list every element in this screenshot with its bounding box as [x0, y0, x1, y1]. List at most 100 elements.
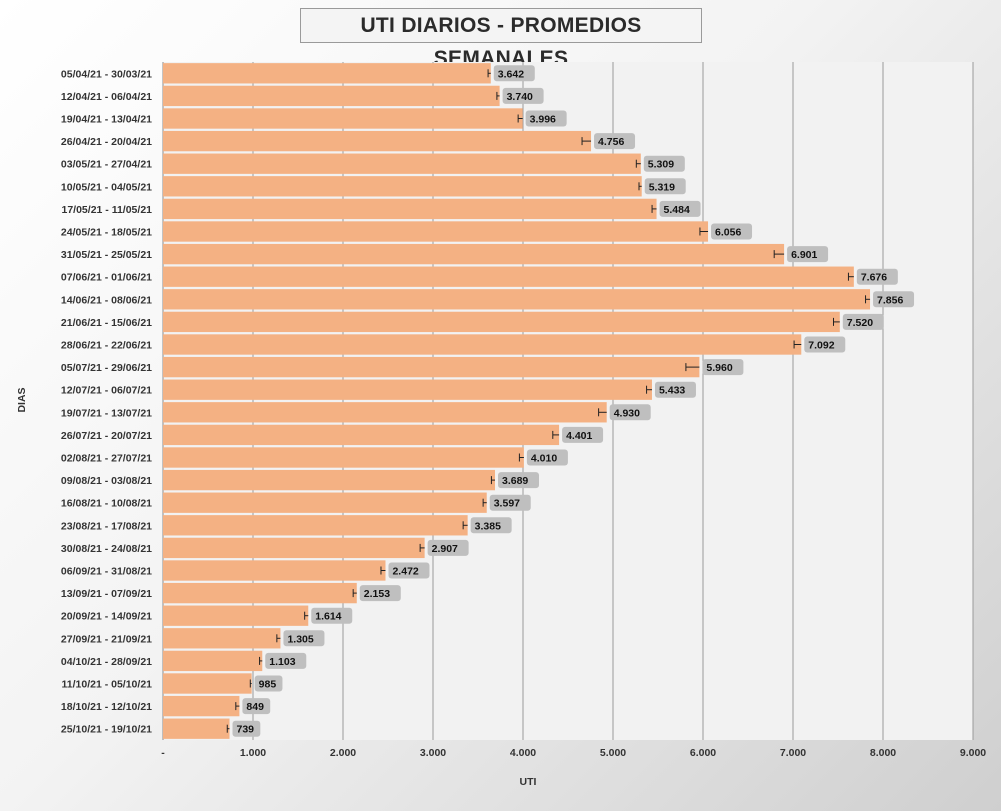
data-label-bg [873, 291, 915, 308]
data-label: 4.401 [566, 430, 592, 442]
y-tick-label: 30/08/21 - 24/08/21 [61, 543, 152, 555]
y-tick-label: 20/09/21 - 14/09/21 [61, 611, 152, 623]
x-axis-title: UTI [520, 776, 537, 788]
bar [163, 289, 871, 310]
data-label: 4.756 [598, 136, 624, 148]
x-tick-label: 7.000 [780, 747, 806, 759]
data-label-bg [804, 336, 846, 353]
data-label-bg [644, 178, 686, 195]
bar [163, 63, 491, 84]
data-label: 849 [246, 701, 264, 713]
gridlines [162, 62, 974, 740]
bar [163, 718, 230, 739]
y-tick-label: 18/10/21 - 12/10/21 [61, 701, 152, 713]
bar [163, 356, 700, 378]
data-label: 7.092 [808, 340, 834, 352]
data-label-bg [388, 562, 430, 579]
data-label-bg [265, 652, 307, 669]
y-tick-label: 05/07/21 - 29/06/21 [61, 362, 152, 374]
bar [163, 492, 487, 513]
x-axis-ticks: - 1.000 2.000 3.000 4.000 5.000 6.000 7.000 8.00… [161, 747, 986, 759]
data-label-bg [493, 65, 535, 82]
x-tick-label: 9.000 [960, 747, 986, 759]
chart-title: UTI DIARIOS - PROMEDIOS SEMANALES [300, 8, 702, 70]
bar [163, 108, 523, 129]
data-label: 3.996 [530, 114, 556, 126]
y-tick-label: 12/04/21 - 06/04/21 [61, 91, 152, 103]
bar [163, 650, 263, 672]
bar [163, 198, 657, 220]
y-tick-label: 12/07/21 - 06/07/21 [61, 385, 152, 397]
x-tick-label: 4.000 [510, 747, 536, 759]
y-tick-label: 17/05/21 - 11/05/21 [62, 204, 153, 216]
data-label: 2.153 [364, 588, 390, 600]
data-label-bg [856, 268, 898, 285]
data-label: 6.056 [715, 227, 741, 239]
data-label: 7.856 [877, 294, 903, 306]
data-label-bg [594, 133, 636, 150]
data-label: 739 [237, 724, 255, 736]
y-tick-label: 14/06/21 - 08/06/21 [61, 294, 152, 306]
bar [163, 266, 854, 287]
data-label-bg [842, 313, 884, 330]
bar [163, 130, 592, 152]
data-label-bg [359, 585, 401, 602]
y-tick-label: 24/05/21 - 18/05/21 [61, 227, 152, 239]
x-tick-label: 1.000 [240, 747, 266, 759]
data-label-bg [254, 675, 283, 692]
data-label-bg [702, 359, 744, 376]
data-label-bg [283, 630, 325, 647]
bar [163, 379, 652, 400]
bar [163, 402, 607, 423]
data-label-bg [427, 539, 469, 556]
bar [163, 560, 386, 581]
data-label: 3.597 [494, 498, 520, 510]
data-label-bg [711, 223, 753, 240]
data-label: 3.689 [502, 475, 528, 487]
data-labels: 3.642 3.740 3.996 4.756 5.309 5.319 5.484 6.056… [232, 65, 915, 737]
bar [163, 537, 425, 559]
plot-area [163, 62, 973, 740]
x-tick-label: 6.000 [690, 747, 716, 759]
data-label: 2.907 [432, 543, 458, 555]
bar [163, 153, 641, 174]
bar [163, 85, 500, 107]
data-label: 4.010 [531, 453, 557, 465]
y-tick-label: 31/05/21 - 25/05/21 [61, 249, 152, 261]
y-tick-label: 04/10/21 - 28/09/21 [61, 656, 152, 668]
y-tick-label: 25/10/21 - 19/10/21 [61, 724, 152, 736]
data-label: 985 [259, 679, 277, 691]
x-tick-label: 8.000 [870, 747, 896, 759]
data-label-bg [311, 607, 353, 624]
bar [163, 334, 802, 355]
y-tick-label: 03/05/21 - 27/04/21 [61, 159, 152, 171]
bar [163, 424, 560, 446]
data-label: 3.385 [475, 520, 501, 532]
data-label-bg [654, 381, 696, 398]
bar [163, 311, 840, 333]
data-label: 1.305 [287, 633, 313, 645]
y-axis-ticks: 05/04/21 - 30/03/21 12/04/21 - 06/04/21 19… [61, 68, 152, 735]
bar [163, 469, 496, 491]
y-tick-label: 05/04/21 - 30/03/21 [61, 68, 152, 80]
y-tick-label: 13/09/21 - 07/09/21 [61, 588, 152, 600]
data-label: 2.472 [392, 566, 418, 578]
data-label-bg [643, 155, 685, 172]
x-tick-label: - [161, 747, 165, 759]
y-tick-label: 16/08/21 - 10/08/21 [61, 498, 152, 510]
y-tick-label: 23/08/21 - 17/08/21 [61, 520, 152, 532]
bar [163, 605, 309, 626]
bar [163, 695, 240, 717]
bar [163, 221, 709, 242]
y-tick-label: 27/09/21 - 21/09/21 [61, 633, 152, 645]
y-tick-label: 10/05/21 - 04/05/21 [61, 181, 152, 193]
data-label-bg [232, 720, 261, 737]
bar [163, 447, 524, 468]
data-label: 5.319 [649, 181, 675, 193]
data-label-bg [562, 426, 604, 443]
bars [163, 63, 871, 739]
bar [163, 515, 468, 536]
x-tick-label: 2.000 [330, 747, 356, 759]
